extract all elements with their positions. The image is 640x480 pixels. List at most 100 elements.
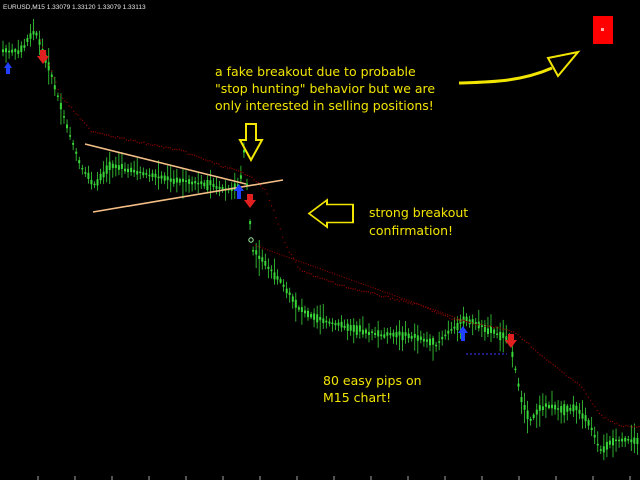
trailing-stop-dot: [136, 141, 138, 143]
trailing-stop-dot: [429, 308, 431, 310]
candle-body: [59, 103, 62, 110]
trailing-stop-dot: [572, 379, 574, 381]
candle-body: [273, 272, 276, 280]
trailing-stop-dot: [169, 147, 171, 149]
trailing-stop-dot: [194, 154, 196, 156]
candle-body: [389, 333, 392, 336]
trailing-stop-dot: [521, 338, 523, 340]
trailing-stop-dot: [286, 256, 288, 258]
pips-annotation: 80 easy pips on M15 chart!: [323, 373, 426, 405]
trailing-stop-dot: [268, 200, 270, 202]
candle-body: [23, 45, 26, 48]
candle-body: [541, 406, 544, 410]
trailing-stop-dot: [271, 205, 273, 207]
trailing-stop-dot: [408, 300, 410, 302]
candle-body: [316, 314, 319, 323]
trailing-stop-dot: [180, 149, 182, 151]
trailing-stop-dot: [537, 351, 539, 354]
trailing-stop-dot: [367, 285, 369, 287]
candle-body: [261, 257, 264, 262]
trailing-stop-dot: [326, 279, 328, 281]
trailing-stop-dot: [145, 143, 147, 145]
candle-body: [313, 313, 316, 320]
trailing-stop-dot: [64, 100, 66, 102]
candle-body: [120, 164, 123, 169]
trailing-stop-dot: [378, 295, 380, 297]
trailing-stop-dot: [414, 303, 416, 305]
trailing-stop-dot: [384, 291, 386, 293]
trailing-stop-dot: [605, 416, 607, 419]
trailing-stop-dot: [227, 167, 229, 169]
candle-body: [581, 413, 584, 419]
candle-body: [337, 322, 340, 326]
candle-body: [209, 180, 212, 186]
trailing-stop-dot: [317, 267, 319, 269]
strong-breakout-line: strong breakout: [369, 205, 468, 220]
candle-body: [178, 179, 181, 183]
trailing-stop-dot: [207, 160, 209, 162]
candle-body: [53, 85, 56, 90]
candle-body: [145, 173, 148, 175]
trailing-stop-dot: [167, 147, 169, 149]
trailing-stop-dot: [110, 136, 112, 138]
candle-body: [194, 181, 197, 184]
candle-body: [310, 314, 313, 318]
pointer-arrow-shaft: [458, 66, 553, 85]
candle-body: [630, 439, 633, 443]
trailing-stop-dot: [383, 296, 385, 298]
trailing-stop-dot: [444, 315, 446, 317]
candle-body: [300, 307, 303, 312]
trailing-stop-dot: [288, 257, 290, 259]
candle-body: [169, 178, 172, 182]
trailing-stop-dot: [381, 296, 383, 298]
trailing-stop-dot: [329, 271, 331, 273]
trailing-stop-dot: [406, 299, 408, 301]
trailing-stop-dot: [488, 325, 490, 327]
trailing-stop-dot: [310, 264, 312, 266]
candle-body: [621, 438, 624, 442]
trailing-stop-dot: [66, 101, 68, 103]
trailing-stop-dot: [620, 425, 622, 427]
trailing-stop-dot: [363, 290, 365, 292]
trailing-stop-dot: [636, 426, 638, 428]
candle-body: [615, 439, 617, 442]
trailing-stop-dot: [491, 325, 493, 328]
trailing-stop-dot: [274, 251, 276, 253]
trailing-stop-dot: [437, 310, 439, 312]
trailing-stop-dot: [585, 393, 587, 395]
trailing-stop-dot: [165, 146, 167, 148]
trailing-stop-dot: [312, 265, 314, 267]
candle-body: [93, 183, 96, 186]
candle-body: [435, 344, 438, 347]
trailing-stop-dot: [334, 273, 336, 275]
candle-body: [636, 437, 639, 445]
trailing-stop-dot: [454, 316, 456, 318]
candle-body: [105, 165, 108, 174]
trailing-stop-dot: [440, 313, 442, 315]
trailing-stop-dot: [570, 377, 572, 379]
candle-body: [557, 408, 560, 410]
trailing-stop-dot: [257, 245, 259, 247]
candle-body: [593, 434, 596, 438]
candle-body: [188, 179, 191, 184]
candle-body: [529, 418, 532, 421]
trailing-stop-dot: [407, 302, 409, 304]
trailing-stop-dot: [427, 307, 429, 309]
candle-body: [87, 172, 90, 179]
candle-body: [96, 179, 99, 186]
trailing-stop-dot: [262, 247, 264, 249]
trailing-stop-dot: [482, 323, 484, 325]
trailing-stop-dot: [493, 326, 495, 329]
candle-body: [127, 168, 129, 173]
trailing-stop-dot: [438, 312, 440, 314]
buy-signal-arrow: [458, 326, 468, 341]
candle-body: [246, 183, 248, 186]
trailing-stop-dot: [609, 420, 611, 422]
trailing-stop-dot: [532, 348, 534, 350]
candle-body: [151, 173, 154, 177]
candle-body: [499, 332, 502, 341]
trailing-stop-dot: [276, 252, 278, 254]
candle-body: [294, 299, 297, 308]
candle-body: [444, 334, 447, 337]
trailing-stop-dot: [213, 163, 215, 165]
